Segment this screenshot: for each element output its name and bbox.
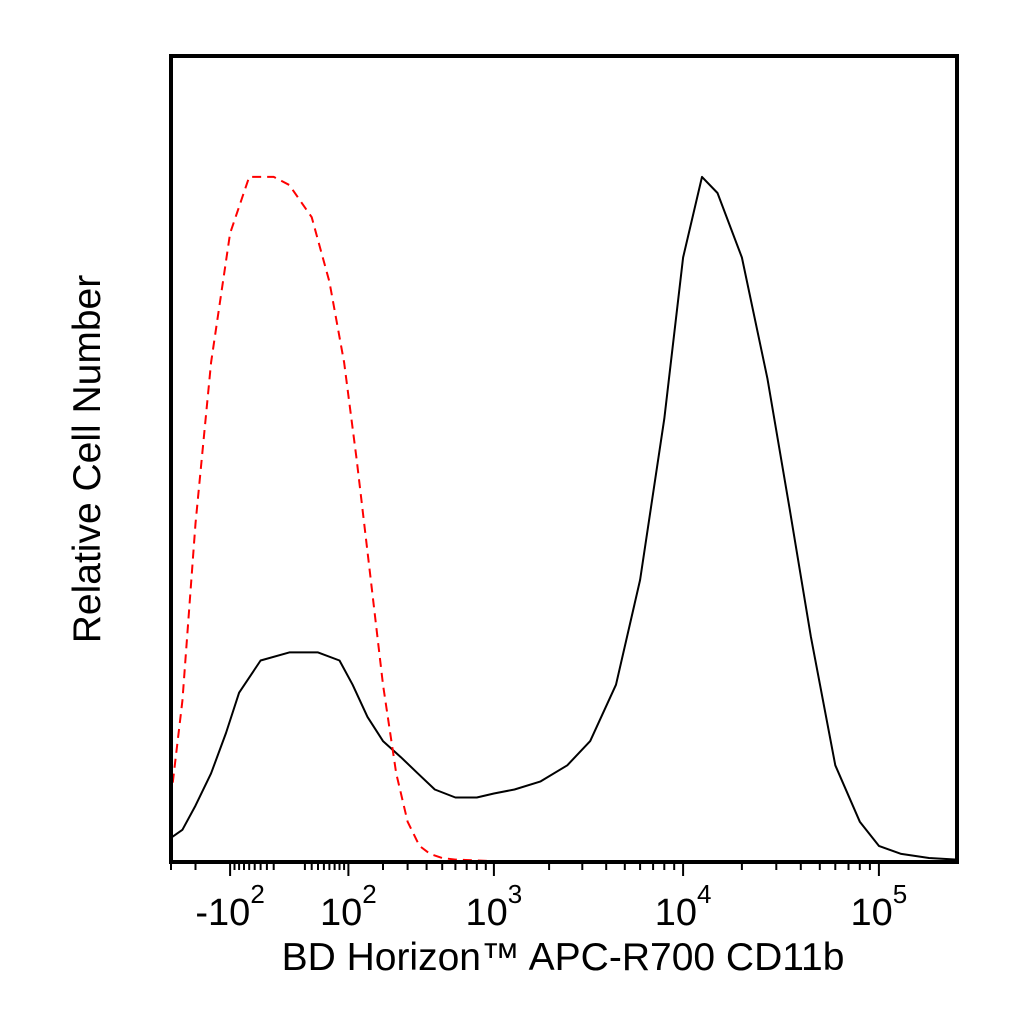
stained-sample-histogram [170,175,958,861]
x-tick-label: 102 [320,879,377,934]
y-axis-label: Relative Cell Number [66,275,109,643]
x-axis-label: BD Horizon™ APC-R700 CD11b [282,936,845,979]
series-layer [170,175,958,863]
plot-frame [169,54,959,864]
x-tick-label: 103 [466,879,523,934]
x-tick-label: -102 [195,879,264,934]
x-axis-ticks: -102 102 103 104 105 [170,864,908,934]
isotype-control-histogram [170,175,957,863]
x-tick-label: 105 [851,879,908,934]
x-tick-label: 104 [655,879,712,934]
